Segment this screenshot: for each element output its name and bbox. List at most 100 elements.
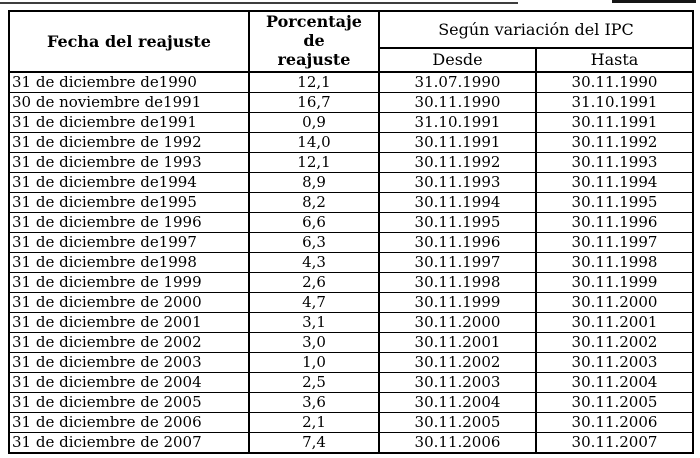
cell-fecha: 31 de diciembre de 2002 [8, 331, 250, 353]
cell-fecha: 31 de diciembre de 1992 [8, 131, 250, 153]
cell-porcentaje: 3,6 [248, 391, 380, 413]
cell-porcentaje: 2,6 [248, 271, 380, 293]
cell-hasta: 30.11.1992 [535, 131, 694, 153]
cell-hasta: 30.11.2003 [535, 351, 694, 373]
cell-porcentaje: 2,1 [248, 411, 380, 433]
cell-desde: 30.11.2000 [378, 311, 537, 333]
table-row: 31 de diciembre de 2001 3,1 30.11.2000 30.1… [8, 311, 694, 333]
cell-porcentaje: 2,5 [248, 371, 380, 393]
cell-hasta: 30.11.1994 [535, 171, 694, 193]
cell-hasta: 30.11.1990 [535, 71, 694, 93]
cell-fecha: 31 de diciembre de1995 [8, 191, 250, 213]
cell-hasta: 30.11.1999 [535, 271, 694, 293]
cell-hasta: 30.11.2004 [535, 371, 694, 393]
cell-porcentaje: 6,3 [248, 231, 380, 253]
table-row: 31 de diciembre de 1992 14,0 30.11.1991 30.… [8, 131, 694, 153]
table-row: 31 de diciembre de 1999 2,6 30.11.1998 30.1… [8, 271, 694, 293]
cell-porcentaje: 16,7 [248, 91, 380, 113]
header-desde: Desde [378, 46, 537, 73]
table-row: 31 de diciembre de 2005 3,6 30.11.2004 30.1… [8, 391, 694, 413]
cell-porcentaje: 8,9 [248, 171, 380, 193]
cell-desde: 30.11.1999 [378, 291, 537, 313]
cell-desde: 30.11.1991 [378, 131, 537, 153]
ipc-adjustment-table: Fecha del reajuste Porcentaje de reajust… [8, 10, 694, 454]
cell-fecha: 31 de diciembre de 2006 [8, 411, 250, 433]
cell-fecha: 31 de diciembre de1998 [8, 251, 250, 273]
table-row: 31 de diciembre de1990 12,1 31.07.1990 30.1… [8, 71, 694, 93]
cell-fecha: 31 de diciembre de 1996 [8, 211, 250, 233]
table-row: 31 de diciembre de 2003 1,0 30.11.2002 30.1… [8, 351, 694, 373]
cell-hasta: 30.11.1991 [535, 111, 694, 133]
cell-porcentaje: 4,3 [248, 251, 380, 273]
cell-hasta: 30.11.2006 [535, 411, 694, 433]
cell-porcentaje: 7,4 [248, 431, 380, 454]
cell-desde: 31.07.1990 [378, 71, 537, 93]
cell-fecha: 31 de diciembre de 2003 [8, 351, 250, 373]
cell-desde: 30.11.2004 [378, 391, 537, 413]
cell-hasta: 30.11.1996 [535, 211, 694, 233]
cell-hasta: 30.11.2007 [535, 431, 694, 454]
table-row: 31 de diciembre de 2006 2,1 30.11.2005 30.1… [8, 411, 694, 433]
table-row: 31 de diciembre de1991 0,9 31.10.1991 30.11… [8, 111, 694, 133]
table-row: 31 de diciembre de 2007 7,4 30.11.2006 30.1… [8, 431, 694, 454]
header-hasta: Hasta [535, 46, 694, 73]
cell-fecha: 31 de diciembre de 2004 [8, 371, 250, 393]
cell-hasta: 30.11.1995 [535, 191, 694, 213]
table-body: 31 de diciembre de1990 12,1 31.07.1990 30.1… [8, 71, 694, 454]
table-row: 31 de diciembre de 1996 6,6 30.11.1995 30.1… [8, 211, 694, 233]
cell-desde: 30.11.1997 [378, 251, 537, 273]
table-row: 31 de diciembre de1995 8,2 30.11.1994 30.11… [8, 191, 694, 213]
cell-hasta: 30.11.1997 [535, 231, 694, 253]
cell-desde: 30.11.1993 [378, 171, 537, 193]
table-row: 31 de diciembre de1994 8,9 30.11.1993 30.11… [8, 171, 694, 193]
cell-porcentaje: 3,0 [248, 331, 380, 353]
cell-fecha: 31 de diciembre de1991 [8, 111, 250, 133]
table-row: 31 de diciembre de 2002 3,0 30.11.2001 30.1… [8, 331, 694, 353]
cell-fecha: 30 de noviembre de1991 [8, 91, 250, 113]
top-partial-rule-right [612, 0, 696, 3]
cell-fecha: 31 de diciembre de1994 [8, 171, 250, 193]
cell-hasta: 30.11.1993 [535, 151, 694, 173]
cell-hasta: 30.11.2005 [535, 391, 694, 413]
cell-desde: 31.10.1991 [378, 111, 537, 133]
cell-fecha: 31 de diciembre de1997 [8, 231, 250, 253]
cell-porcentaje: 1,0 [248, 351, 380, 373]
table-row: 30 de noviembre de1991 16,7 30.11.1990 31.1… [8, 91, 694, 113]
table-row: 31 de diciembre de1997 6,3 30.11.1996 30.11… [8, 231, 694, 253]
table-row: 31 de diciembre de 2004 2,5 30.11.2003 30.1… [8, 371, 694, 393]
cell-desde: 30.11.2002 [378, 351, 537, 373]
cell-fecha: 31 de diciembre de 2001 [8, 311, 250, 333]
top-partial-rule-left [0, 2, 518, 4]
cell-fecha: 31 de diciembre de1990 [8, 71, 250, 93]
cell-desde: 30.11.1995 [378, 211, 537, 233]
cell-desde: 30.11.1992 [378, 151, 537, 173]
cell-porcentaje: 4,7 [248, 291, 380, 313]
cell-desde: 30.11.1994 [378, 191, 537, 213]
cell-fecha: 31 de diciembre de 2007 [8, 431, 250, 454]
header-segun-variacion-ipc: Según variación del IPC [378, 10, 694, 49]
table-row: 31 de diciembre de 2000 4,7 30.11.1999 30.1… [8, 291, 694, 313]
header-porcentaje-de-reajuste: Porcentaje de reajuste [248, 10, 380, 73]
cell-fecha: 31 de diciembre de 1993 [8, 151, 250, 173]
cell-hasta: 30.11.2002 [535, 331, 694, 353]
cell-desde: 30.11.2003 [378, 371, 537, 393]
cell-fecha: 31 de diciembre de 1999 [8, 271, 250, 293]
table-header: Fecha del reajuste Porcentaje de reajust… [8, 10, 694, 73]
cell-porcentaje: 12,1 [248, 151, 380, 173]
cell-desde: 30.11.2001 [378, 331, 537, 353]
table-row: 31 de diciembre de1998 4,3 30.11.1997 30.11… [8, 251, 694, 273]
cell-porcentaje: 3,1 [248, 311, 380, 333]
cell-porcentaje: 8,2 [248, 191, 380, 213]
header-fecha-del-reajuste: Fecha del reajuste [8, 10, 250, 73]
cell-porcentaje: 6,6 [248, 211, 380, 233]
cell-desde: 30.11.1996 [378, 231, 537, 253]
cell-desde: 30.11.2006 [378, 431, 537, 454]
cell-hasta: 30.11.2000 [535, 291, 694, 313]
cell-fecha: 31 de diciembre de 2000 [8, 291, 250, 313]
table-row: 31 de diciembre de 1993 12,1 30.11.1992 30.… [8, 151, 694, 173]
cell-hasta: 30.11.1998 [535, 251, 694, 273]
cell-desde: 30.11.1990 [378, 91, 537, 113]
cell-desde: 30.11.1998 [378, 271, 537, 293]
cell-fecha: 31 de diciembre de 2005 [8, 391, 250, 413]
